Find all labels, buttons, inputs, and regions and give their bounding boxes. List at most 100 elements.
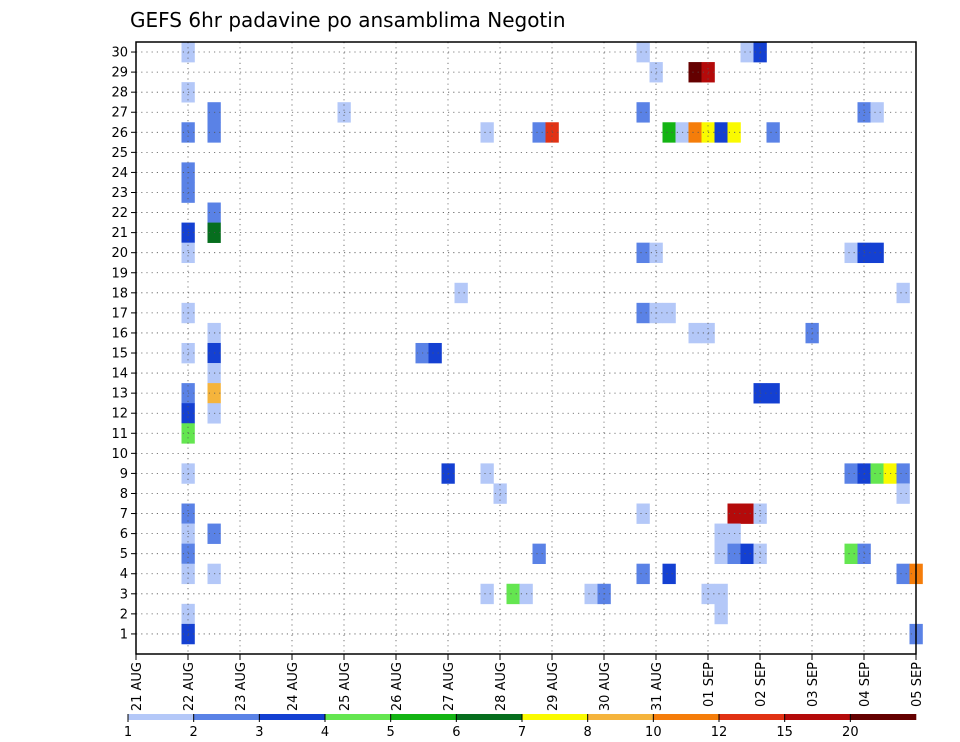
color-legend: 1 2 3 4 5 6 7 8 10 12 15 20 <box>124 714 917 740</box>
chart-title: GEFS 6hr padavine po ansamblima Negotin <box>130 8 566 32</box>
legend-label: 4 <box>321 725 329 740</box>
heat-cell <box>480 463 494 484</box>
heat-cell <box>480 122 494 143</box>
heat-cell <box>662 563 676 585</box>
y-tick-label: 24 <box>111 166 128 181</box>
x-tick-label: 01 SEP <box>702 662 717 707</box>
heat-cell <box>766 122 780 143</box>
heat-cell <box>740 503 754 524</box>
legend-swatch <box>653 714 720 720</box>
heat-cell <box>636 42 650 63</box>
x-tick-label: 27 AUG <box>442 662 457 711</box>
y-axis: 1234567891011121314151617181920212223242… <box>111 46 136 642</box>
legend-label: 7 <box>518 725 526 740</box>
heat-cell <box>688 62 702 83</box>
legend-label: 2 <box>190 725 198 740</box>
y-tick-label: 4 <box>120 567 128 582</box>
x-tick-label: 30 AUG <box>598 662 613 711</box>
x-tick-label: 22 AUG <box>182 662 197 711</box>
x-tick-label: 24 AUG <box>286 662 301 711</box>
y-tick-label: 3 <box>120 587 128 602</box>
heat-cell <box>844 242 858 264</box>
legend-swatch <box>719 714 785 720</box>
y-tick-label: 13 <box>111 387 128 402</box>
y-tick-label: 11 <box>111 427 128 442</box>
legend-label: 12 <box>711 725 728 740</box>
heat-cell <box>714 122 728 143</box>
gridlines <box>136 42 916 654</box>
y-tick-label: 9 <box>120 467 128 482</box>
legend-label: 10 <box>645 725 662 740</box>
heat-cell <box>844 463 858 484</box>
y-tick-label: 22 <box>111 206 128 221</box>
legend-swatch <box>784 714 851 720</box>
legend-label: 1 <box>124 725 132 740</box>
heat-cell <box>480 583 494 605</box>
legend-swatch <box>587 714 654 720</box>
heat-cell <box>844 543 858 565</box>
legend-swatch <box>390 714 457 720</box>
x-tick-label: 25 AUG <box>338 662 353 711</box>
x-tick-label: 21 AUG <box>130 662 145 711</box>
legend-label: 20 <box>842 725 859 740</box>
y-tick-label: 18 <box>111 286 128 301</box>
heat-cell <box>896 483 910 504</box>
legend-swatch <box>456 714 523 720</box>
heat-cell <box>506 583 520 605</box>
x-tick-label: 02 SEP <box>754 662 769 707</box>
heat-cell <box>688 122 702 143</box>
y-tick-label: 5 <box>120 547 128 562</box>
y-tick-label: 8 <box>120 487 128 502</box>
heat-cell <box>532 122 546 143</box>
x-tick-label: 31 AUG <box>650 662 665 711</box>
y-tick-label: 21 <box>111 226 128 241</box>
heat-cell <box>714 583 728 605</box>
y-tick-label: 2 <box>120 607 128 622</box>
heat-cell <box>584 583 598 605</box>
y-tick-label: 27 <box>111 106 128 121</box>
legend-label: 8 <box>584 725 592 740</box>
heat-cell <box>636 242 650 264</box>
heat-cell <box>740 42 754 63</box>
y-tick-label: 16 <box>111 326 128 341</box>
heat-cell <box>714 543 728 565</box>
heat-cell <box>428 342 442 364</box>
y-tick-label: 6 <box>120 527 128 542</box>
heat-cell <box>714 523 728 544</box>
legend-label: 15 <box>776 725 793 740</box>
y-tick-label: 10 <box>111 447 128 462</box>
heat-cell <box>740 543 754 565</box>
y-tick-label: 26 <box>111 126 128 141</box>
y-tick-label: 15 <box>111 347 128 362</box>
legend-label: 3 <box>255 725 263 740</box>
legend-swatch <box>128 714 194 720</box>
heat-cell <box>870 463 884 484</box>
y-tick-label: 23 <box>111 186 128 201</box>
heat-cell <box>636 102 650 123</box>
heat-cell <box>662 122 676 143</box>
plot-frame <box>135 41 917 655</box>
heat-cell <box>636 503 650 524</box>
heat-cell <box>896 563 910 585</box>
heat-cell <box>896 463 910 484</box>
y-tick-label: 30 <box>111 46 128 61</box>
x-tick-label: 03 SEP <box>806 662 821 707</box>
legend-swatch <box>259 714 326 720</box>
heat-cell <box>714 603 728 625</box>
heat-cell <box>896 282 910 304</box>
y-tick-label: 19 <box>111 266 128 281</box>
y-tick-label: 17 <box>111 306 128 321</box>
heat-cell <box>688 322 702 344</box>
y-tick-label: 29 <box>111 66 128 81</box>
x-tick-label: 29 AUG <box>546 662 561 711</box>
y-tick-label: 28 <box>111 86 128 101</box>
x-tick-label: 23 AUG <box>234 662 249 711</box>
legend-label: 6 <box>452 725 460 740</box>
y-tick-label: 1 <box>120 627 128 642</box>
y-tick-label: 20 <box>111 246 128 261</box>
x-axis: 21 AUG 22 AUG 23 AUG 24 AUG 25 AUG 26 AUG 27 A… <box>130 654 925 711</box>
heat-cell <box>454 282 468 304</box>
legend-swatch <box>522 714 588 720</box>
legend-swatch <box>325 714 391 720</box>
